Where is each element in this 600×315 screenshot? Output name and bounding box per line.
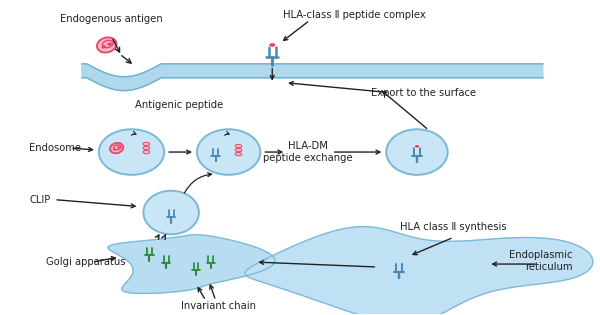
Ellipse shape [113,148,116,151]
Ellipse shape [235,144,242,148]
Text: Export to the surface: Export to the surface [371,88,476,98]
Ellipse shape [143,191,199,234]
Ellipse shape [97,37,116,53]
Ellipse shape [143,146,150,150]
Ellipse shape [117,146,121,148]
Ellipse shape [101,45,106,49]
Polygon shape [245,227,593,315]
Polygon shape [82,64,543,91]
Text: Endosome: Endosome [29,143,82,153]
Ellipse shape [107,43,112,46]
Text: HLA-class Ⅱ peptide complex: HLA-class Ⅱ peptide complex [283,10,426,20]
Ellipse shape [143,142,150,146]
Ellipse shape [386,129,448,175]
Text: Invariant chain: Invariant chain [181,301,256,311]
Polygon shape [108,235,275,294]
Ellipse shape [414,145,420,148]
Text: CLIP: CLIP [29,195,50,205]
Ellipse shape [197,129,260,175]
Text: HLA-DM
peptide exchange: HLA-DM peptide exchange [263,141,353,163]
Text: Antigenic peptide: Antigenic peptide [135,100,223,111]
Ellipse shape [269,43,276,47]
Text: HLA class Ⅱ synthesis: HLA class Ⅱ synthesis [400,222,507,232]
Ellipse shape [235,152,242,156]
Text: Golgi apparatus: Golgi apparatus [46,257,126,267]
Ellipse shape [143,151,150,154]
Text: Endogenous antigen: Endogenous antigen [61,14,163,24]
Ellipse shape [99,129,164,175]
Ellipse shape [235,148,242,152]
Ellipse shape [110,143,123,153]
Text: Endoplasmic
reticulum: Endoplasmic reticulum [509,250,572,272]
